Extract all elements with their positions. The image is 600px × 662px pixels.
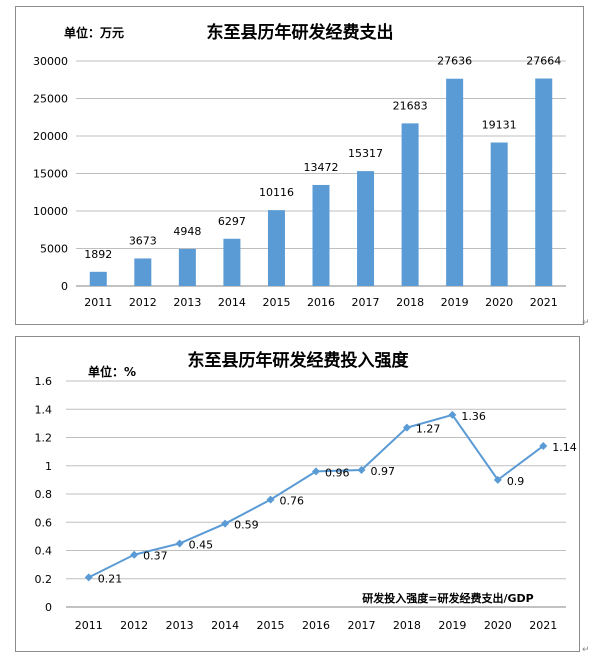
data-label: 6297 (218, 215, 246, 228)
x-tick-label: 2015 (257, 619, 285, 632)
data-label: 0.45 (189, 538, 214, 551)
x-tick-label: 2012 (120, 619, 148, 632)
data-label: 0.96 (325, 466, 350, 479)
y-tick-label: 0.4 (35, 545, 53, 558)
data-label: 4948 (173, 225, 201, 238)
x-tick-label: 2020 (484, 619, 512, 632)
data-label: 13472 (304, 161, 339, 174)
bar-2016 (312, 184, 330, 286)
x-tick-label: 2018 (393, 619, 421, 632)
x-tick-label: 2014 (218, 296, 246, 309)
y-tick-label: 30000 (33, 55, 68, 68)
data-label: 0.9 (507, 475, 525, 488)
x-tick-label: 2012 (129, 296, 157, 309)
bar-2013 (178, 248, 196, 286)
y-tick-label: 0.8 (35, 488, 53, 501)
x-tick-label: 2014 (211, 619, 239, 632)
data-label: 0.37 (143, 550, 168, 563)
data-label: 1.14 (552, 441, 577, 454)
chart-title: 东至县历年研发经费投入强度 (188, 350, 410, 371)
x-tick-label: 2018 (396, 296, 424, 309)
data-label: 1.27 (416, 423, 441, 436)
point-2014 (221, 519, 230, 528)
x-tick-label: 2015 (262, 296, 290, 309)
data-label: 15317 (348, 147, 383, 160)
y-tick-label: 1.6 (35, 375, 53, 388)
y-tick-label: 25000 (33, 93, 68, 106)
bar-2021 (535, 78, 553, 287)
x-tick-label: 2020 (485, 296, 513, 309)
x-tick-label: 2019 (438, 619, 466, 632)
x-tick-label: 2016 (307, 296, 335, 309)
unit-label: 单位：万元 (64, 25, 124, 40)
bar-2017 (357, 171, 375, 286)
point-2021 (539, 441, 548, 450)
y-tick-label: 1.4 (35, 403, 53, 416)
x-tick-label: 2013 (166, 619, 194, 632)
data-label: 0.21 (98, 572, 123, 585)
bar-2011 (89, 271, 107, 286)
chart-panel-expenditure (15, 6, 584, 325)
bar-2018 (401, 123, 419, 286)
point-2018 (402, 423, 411, 432)
x-tick-label: 2013 (173, 296, 201, 309)
annotation-formula: 研发投入强度=研发经费支出/GDP (362, 591, 533, 605)
bar-2014 (223, 238, 241, 286)
y-tick-label: 1.2 (35, 432, 53, 445)
point-2013 (175, 539, 184, 548)
y-tick-label: 10000 (33, 205, 68, 218)
data-label: 0.97 (370, 465, 395, 478)
y-tick-label: 0.2 (35, 573, 53, 586)
bar-2019 (446, 78, 464, 286)
point-2012 (130, 550, 139, 559)
x-tick-label: 2011 (84, 296, 112, 309)
y-tick-label: 20000 (33, 130, 68, 143)
point-2017 (357, 465, 366, 474)
data-label: 1892 (84, 248, 112, 261)
bar-2020 (490, 142, 508, 286)
point-2016 (312, 467, 320, 476)
x-tick-label: 2017 (347, 619, 375, 632)
point-2020 (493, 475, 502, 484)
data-label: 10116 (259, 186, 294, 199)
data-label: 19131 (482, 119, 517, 132)
y-tick-label: 0 (45, 601, 52, 614)
y-tick-label: 1 (45, 460, 52, 473)
x-tick-label: 2021 (530, 296, 558, 309)
y-tick-label: 5000 (40, 243, 68, 256)
x-tick-label: 2016 (302, 619, 330, 632)
data-label: 0.59 (234, 519, 259, 532)
chart-title: 东至县历年研发经费支出 (207, 22, 394, 43)
point-2019 (448, 410, 457, 419)
data-label: 27664 (526, 55, 561, 68)
bar-2012 (134, 258, 152, 286)
paragraph-mark-top: ↵ (582, 318, 590, 328)
bar-2015 (267, 210, 285, 286)
x-tick-label: 2019 (441, 296, 469, 309)
data-label: 1.36 (461, 410, 486, 423)
point-2011 (84, 573, 93, 582)
point-2015 (266, 495, 275, 504)
x-tick-label: 2011 (75, 619, 103, 632)
unit-label: 单位：% (88, 364, 136, 379)
paragraph-mark-bottom: ↵ (582, 645, 590, 655)
data-label: 27636 (437, 55, 472, 68)
data-label: 3673 (129, 234, 157, 247)
data-label: 21683 (393, 99, 428, 112)
y-tick-label: 0 (61, 280, 68, 293)
x-tick-label: 2021 (529, 619, 557, 632)
data-label: 0.76 (280, 495, 305, 508)
x-tick-label: 2017 (352, 296, 380, 309)
y-tick-label: 0.6 (35, 516, 53, 529)
y-tick-label: 15000 (33, 168, 68, 181)
